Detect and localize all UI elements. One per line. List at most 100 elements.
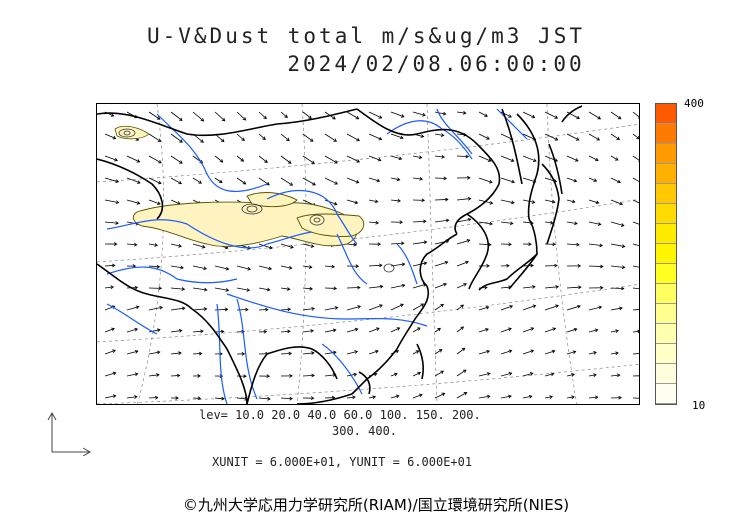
wind-arrow-head — [618, 395, 622, 400]
wind-arrow — [324, 133, 337, 142]
wind-arrow-head — [377, 157, 382, 162]
wind-arrow — [368, 177, 380, 182]
wind-arrow-head — [112, 371, 117, 376]
wind-arrow-head — [614, 157, 619, 161]
wind-arrow — [456, 239, 470, 245]
wind-arrow-head — [549, 395, 553, 399]
wind-arrow-head — [287, 160, 292, 164]
wind-arrow — [588, 221, 601, 225]
wind-arrow-head — [242, 116, 247, 121]
wind-arrow-head — [154, 395, 159, 400]
wind-arrow-head — [311, 306, 315, 311]
wind-arrow — [478, 111, 488, 117]
wind-arrow-head — [593, 373, 597, 378]
wind-arrow-head — [486, 263, 490, 268]
wind-arrow — [566, 305, 581, 311]
wind-arrow — [434, 349, 443, 355]
wind-arrow-head — [577, 264, 582, 268]
wind-arrow — [412, 283, 426, 289]
lat-lon-grid — [97, 104, 639, 404]
wind-arrow — [390, 133, 404, 139]
wind-arrow — [412, 394, 423, 399]
wind-arrow-head — [134, 395, 138, 399]
wind-arrow — [302, 155, 315, 164]
wind-arrow-head — [415, 350, 420, 354]
wind-arrow — [588, 133, 600, 141]
wind-arrow-head — [571, 395, 575, 400]
wind-arrow-head — [112, 394, 117, 399]
wind-arrow — [544, 221, 554, 224]
wind-arrow — [566, 373, 575, 377]
wind-arrow — [610, 155, 619, 161]
wind-arrow — [170, 352, 182, 355]
wind-arrow-head — [354, 350, 359, 354]
colorbar-segment — [656, 364, 676, 384]
wind-arrow-head — [378, 115, 383, 119]
wind-arrow — [280, 265, 292, 269]
wind-arrow-head — [484, 285, 488, 290]
wind-arrow — [346, 111, 359, 120]
wind-arrow-head — [178, 244, 182, 248]
wind-arrow-head — [112, 349, 116, 353]
wind-arrow-head — [115, 221, 119, 225]
wind-arrow-head — [438, 349, 443, 353]
wind-arrow — [148, 177, 162, 184]
wind-arrow-head — [246, 288, 251, 292]
wind-arrow — [500, 199, 515, 204]
wind-arrow-head — [595, 157, 599, 162]
wind-arrow-head — [615, 351, 619, 356]
wind-arrow — [434, 219, 449, 223]
wind-arrow — [478, 133, 490, 140]
wind-arrow — [324, 307, 338, 311]
wind-arrow-head — [423, 219, 427, 224]
wind-arrow — [148, 199, 161, 205]
wind-arrow — [412, 220, 426, 223]
wind-arrow-head — [637, 329, 639, 334]
wind-arrow-head — [355, 115, 360, 120]
wind-arrow-head — [245, 307, 249, 312]
wind-arrow — [192, 177, 202, 184]
wind-arrow-head — [595, 200, 600, 205]
wind-arrow — [632, 308, 639, 311]
wind-arrow-head — [531, 114, 536, 119]
wind-arrow — [170, 375, 180, 377]
wind-arrow — [148, 374, 160, 377]
wind-arrow-head — [331, 264, 336, 269]
wind-arrow — [500, 395, 512, 399]
wind-arrow-head — [179, 139, 183, 143]
wind-arrow-head — [531, 200, 536, 204]
wind-arrow-head — [218, 179, 223, 184]
wind-arrow — [170, 155, 183, 164]
wind-arrow-head — [443, 176, 448, 181]
wind-arrow-head — [136, 159, 141, 163]
wind-arrow-head — [418, 155, 423, 160]
wind-arrow-head — [263, 329, 268, 334]
wind-arrow-head — [352, 395, 356, 400]
wind-arrow-head — [288, 351, 293, 356]
wind-arrow — [478, 373, 490, 377]
wind-arrow — [148, 351, 160, 355]
wind-arrow-head — [286, 287, 291, 291]
wind-arrow — [588, 243, 603, 246]
wind-arrow — [104, 372, 116, 377]
wind-arrow-head — [156, 350, 161, 355]
wind-arrow — [236, 155, 244, 162]
wind-arrow-head — [357, 305, 362, 309]
wind-arrow-head — [487, 158, 492, 162]
wind-arrow-head — [269, 245, 273, 250]
wind-arrow — [324, 177, 338, 185]
wind-arrow — [302, 243, 314, 247]
wind-arrow-head — [398, 156, 403, 161]
dust-concentration-contours — [114, 125, 395, 273]
wind-arrow — [632, 199, 639, 204]
wind-arrow-head — [594, 395, 599, 400]
wind-arrow-head — [467, 217, 472, 222]
wind-arrow — [280, 287, 290, 290]
wind-arrow-head — [401, 262, 406, 267]
wind-arrow — [302, 111, 312, 119]
wind-arrow — [236, 397, 248, 400]
wind-arrow-head — [333, 138, 337, 142]
wind-arrow — [500, 221, 513, 224]
wind-arrow-head — [396, 177, 401, 182]
wind-arrow-head — [400, 241, 405, 246]
